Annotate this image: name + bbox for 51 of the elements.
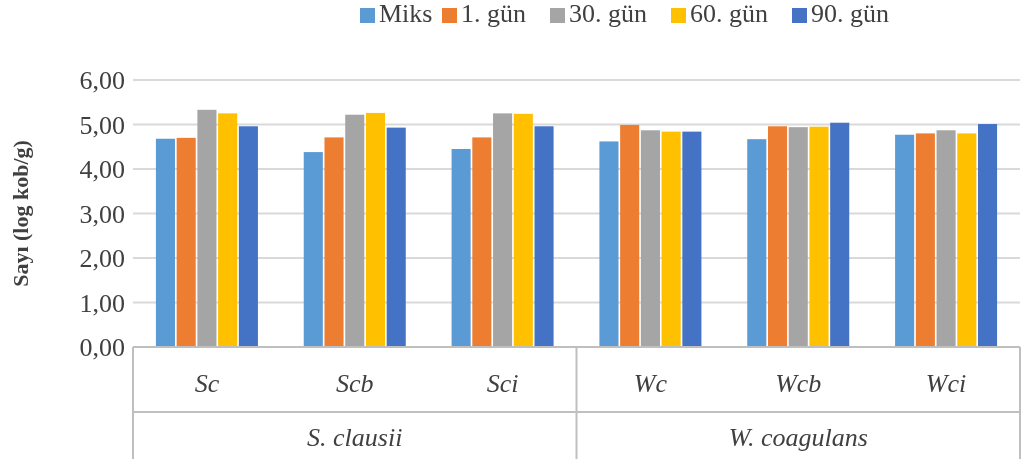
bar (176, 137, 196, 347)
bar (936, 130, 956, 347)
bar (747, 139, 767, 347)
x-tick-label: Wc (633, 369, 668, 398)
bar (386, 127, 406, 347)
x-tick-label: Scb (335, 369, 374, 398)
legend-label: Miks (379, 0, 433, 28)
bar (915, 133, 935, 347)
bar (472, 137, 492, 347)
bar (218, 113, 238, 347)
y-axis-title: Sayı (log kob/g) (8, 140, 33, 287)
bar (830, 122, 850, 347)
bar (155, 138, 175, 347)
y-tick-label: 1,00 (79, 288, 125, 318)
bar (238, 126, 258, 347)
bar (661, 131, 681, 347)
bar (451, 148, 471, 347)
y-tick-label: 4,00 (79, 155, 125, 185)
text: W. coagulans (728, 423, 868, 452)
legend-label: 90. gün (811, 0, 889, 28)
bar (682, 131, 702, 347)
bar (534, 126, 554, 347)
bar (620, 124, 640, 347)
bar (978, 124, 998, 347)
bar (493, 113, 513, 347)
bar (513, 113, 533, 347)
legend-label: 60. gün (690, 0, 768, 28)
y-tick-label: 0,00 (79, 333, 125, 363)
bar (809, 126, 829, 347)
bar (767, 126, 788, 347)
y-tick-label: 6,00 (79, 66, 125, 96)
bar (895, 134, 915, 347)
y-tick-label: 3,00 (79, 199, 125, 229)
bar (788, 127, 808, 347)
x-tick-label: Wci (925, 369, 967, 398)
y-tick-label: 2,00 (79, 244, 125, 274)
bar (303, 152, 323, 347)
bar (345, 114, 365, 347)
legend-label: 1. gün (461, 0, 526, 28)
bar (599, 141, 619, 347)
bar (640, 130, 660, 347)
y-tick-label: 5,00 (79, 110, 125, 140)
x-tick-label: Sc (194, 369, 220, 398)
bar (197, 109, 217, 347)
bar (324, 137, 344, 347)
bar (957, 133, 977, 347)
x-tick-label: Wcb (775, 369, 822, 398)
bar (365, 112, 386, 347)
text: S. clausii (307, 423, 403, 452)
x-tick-label: Sci (486, 369, 519, 398)
legend-label: 30. gün (569, 0, 647, 28)
